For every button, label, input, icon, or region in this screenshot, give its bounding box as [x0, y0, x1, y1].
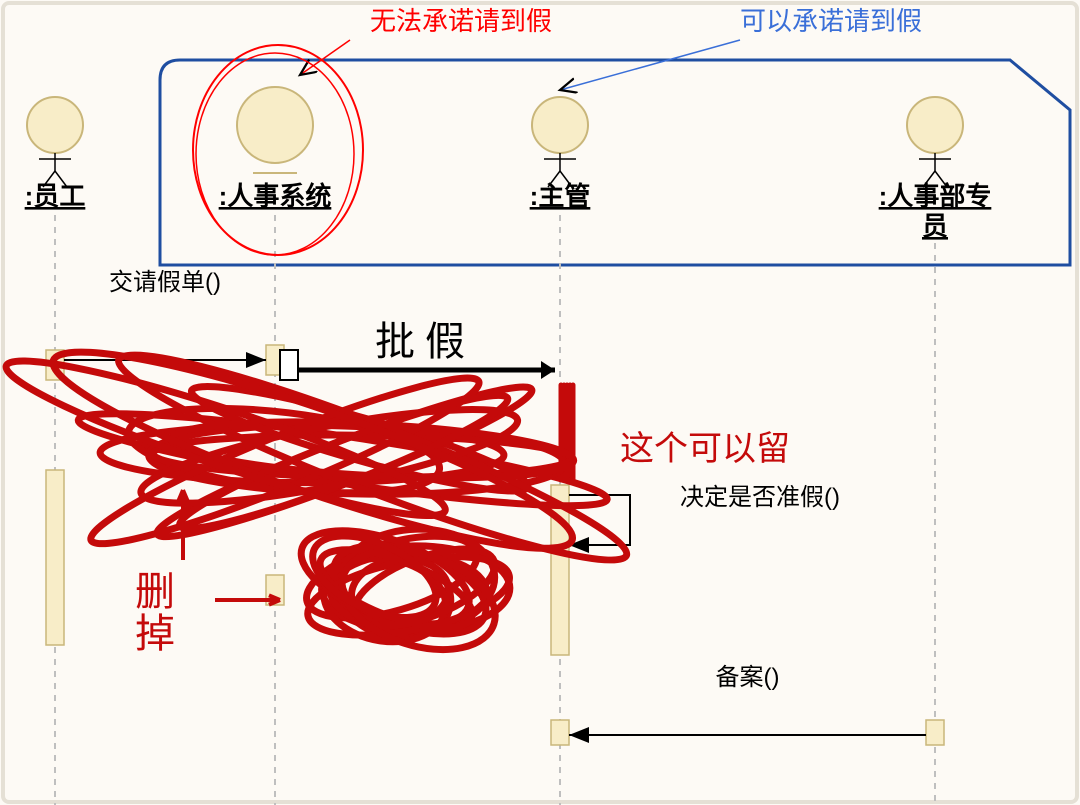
sequence-diagram: 无法承诺请到假可以承诺请到假:员工:人事系统:主管:人事部专员交请假单()决定是…	[0, 0, 1080, 805]
hand-label-black: 批 假	[375, 319, 465, 364]
message-label: 备案()	[716, 664, 780, 691]
actor-label: 员	[922, 211, 948, 241]
actor-label: :员工	[25, 181, 86, 211]
top-arrow-red	[300, 40, 350, 75]
hand-note-delete: 删	[135, 569, 175, 614]
hand-note-delete: 掉	[135, 611, 175, 656]
actor-label: :人事部专	[879, 181, 992, 211]
activation	[551, 720, 569, 745]
top-label-red: 无法承诺请到假	[370, 6, 552, 36]
activation	[46, 470, 64, 645]
actor-label: :人事系统	[219, 181, 332, 211]
hand-note-right: 这个可以留	[620, 430, 790, 468]
actor-emp: :员工	[25, 97, 86, 805]
top-arrow-blue	[560, 40, 740, 90]
activation	[926, 720, 944, 745]
message-label: 决定是否准假()	[680, 484, 840, 511]
hand-box	[280, 350, 298, 380]
message-label: 交请假单()	[109, 269, 221, 296]
actor-spec: :人事部专员	[879, 97, 992, 805]
actor-label: :主管	[530, 181, 591, 211]
scribble-1	[289, 512, 516, 668]
top-label-blue: 可以承诺请到假	[740, 6, 922, 36]
